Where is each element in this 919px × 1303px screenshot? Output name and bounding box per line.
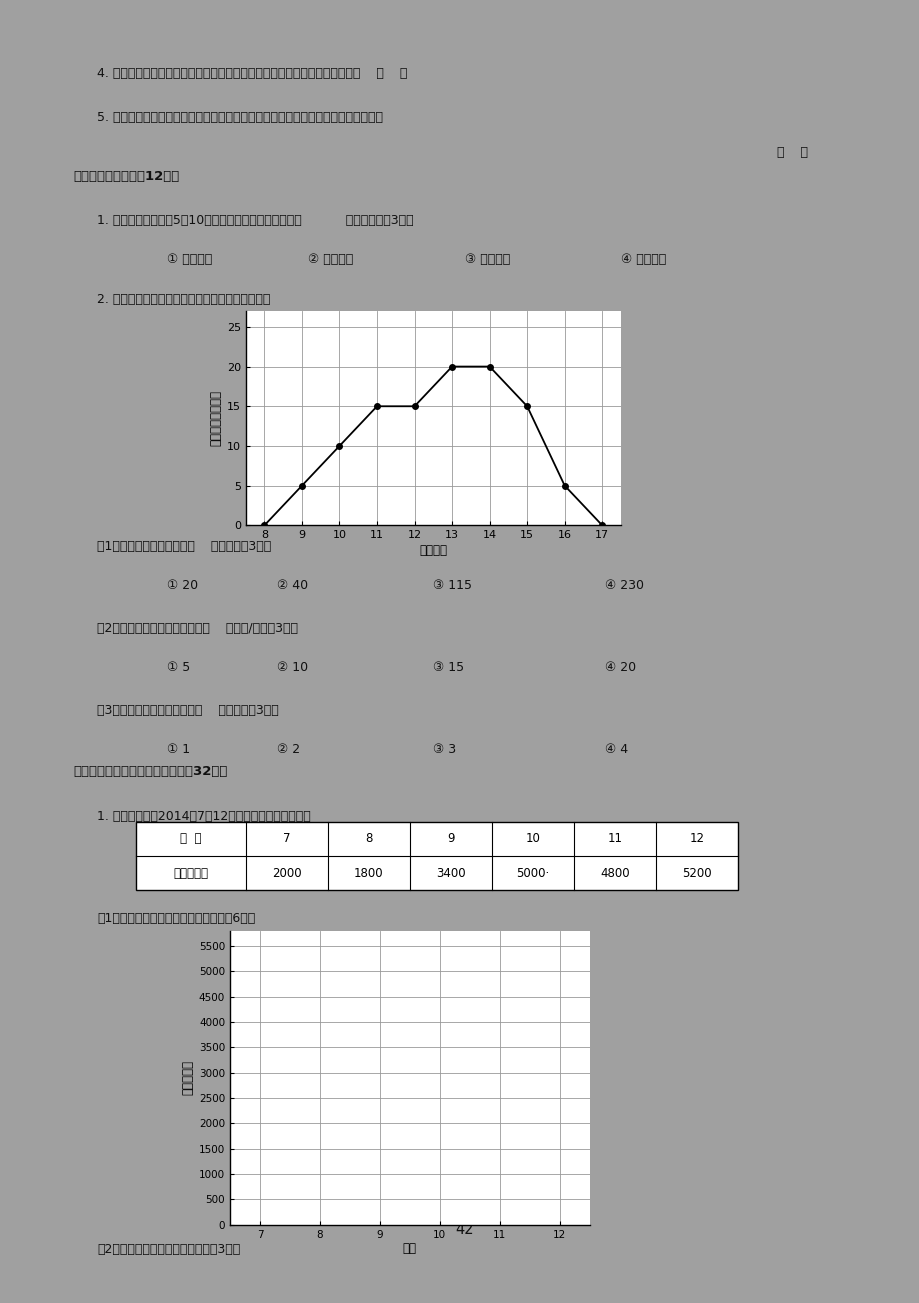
Text: 月  份: 月 份 — [180, 833, 201, 846]
Text: 3400: 3400 — [436, 866, 465, 880]
Text: 三、对号入座。（共12分）: 三、对号入座。（共12分） — [74, 171, 179, 184]
Text: ④ 复式折线: ④ 复式折线 — [620, 254, 665, 266]
Y-axis label: 离家的距离／千米: 离家的距离／千米 — [210, 390, 222, 446]
Text: 11: 11 — [607, 833, 622, 846]
Text: ④ 20: ④ 20 — [605, 662, 636, 674]
Text: ③ 15: ③ 15 — [433, 662, 464, 674]
Text: 42: 42 — [455, 1222, 473, 1237]
Text: 1800: 1800 — [354, 866, 383, 880]
Text: 5. 复式折线统计图不但可以表示数量的多少，还能比较出两个统计对象的变化情况。: 5. 复式折线统计图不但可以表示数量的多少，还能比较出两个统计对象的变化情况。 — [97, 111, 382, 124]
X-axis label: 月份: 月份 — [403, 1242, 416, 1255]
Text: ① 20: ① 20 — [167, 580, 199, 593]
Text: （2）乐乐返回时的平均速度是（    ）千米/时。（3分）: （2）乐乐返回时的平均速度是（ ）千米/时。（3分） — [97, 622, 298, 635]
Text: 四、操作并完成后面的问题。（共32分）: 四、操作并完成后面的问题。（共32分） — [74, 765, 228, 778]
Text: ③ 单式折线: ③ 单式折线 — [464, 254, 509, 266]
X-axis label: 时间／时: 时间／时 — [419, 545, 447, 558]
Text: ③ 3: ③ 3 — [433, 744, 456, 756]
Text: ② 10: ② 10 — [277, 662, 308, 674]
Text: 1. 星河电脑公司2014年7～12月电脑销售情况如下表：: 1. 星河电脑公司2014年7～12月电脑销售情况如下表： — [97, 809, 311, 822]
Text: 9: 9 — [447, 833, 454, 846]
Text: （1）乐乐在旅途中共走了（    ）千米。（3分）: （1）乐乐在旅途中共走了（ ）千米。（3分） — [97, 539, 271, 552]
Text: （2）平均每月售出多少台电脑？（3分）: （2）平均每月售出多少台电脑？（3分） — [97, 1243, 240, 1256]
Text: ③ 115: ③ 115 — [433, 580, 471, 593]
Text: 5200: 5200 — [682, 866, 711, 880]
Text: ② 2: ② 2 — [277, 744, 300, 756]
Text: ④ 4: ④ 4 — [605, 744, 628, 756]
Text: 销售量／台: 销售量／台 — [173, 866, 209, 880]
Text: ① 5: ① 5 — [167, 662, 190, 674]
Text: 4. 要比较南京和杭州两个城市的每月降水量，应该选择绘制单式折线统计图。    （    ）: 4. 要比较南京和杭州两个城市的每月降水量，应该选择绘制单式折线统计图。 （ ） — [97, 68, 407, 81]
Text: （3）乐乐旅途中一共休息了（    ）小时。（3分）: （3）乐乐旅途中一共休息了（ ）小时。（3分） — [97, 704, 278, 717]
Text: （1）根据表中数据制成折线统计图。（6分）: （1）根据表中数据制成折线统计图。（6分） — [97, 912, 255, 925]
Text: 4800: 4800 — [600, 866, 630, 880]
Text: （    ）: （ ） — [777, 146, 808, 159]
Text: 2. 下面是乐乐周日旅行途中离家距离情况统计图。: 2. 下面是乐乐周日旅行途中离家距离情况统计图。 — [97, 293, 270, 306]
Text: 12: 12 — [689, 833, 704, 846]
Text: 8: 8 — [365, 833, 372, 846]
Text: ② 40: ② 40 — [277, 580, 308, 593]
Text: ① 单式条形: ① 单式条形 — [167, 254, 212, 266]
Text: ① 1: ① 1 — [167, 744, 190, 756]
Text: 10: 10 — [525, 833, 539, 846]
Text: 5000·: 5000· — [516, 866, 549, 880]
Bar — [136, 822, 737, 890]
Text: ② 复式条形: ② 复式条形 — [308, 254, 353, 266]
Text: 2000: 2000 — [272, 866, 301, 880]
Text: ④ 230: ④ 230 — [605, 580, 643, 593]
Text: 1. 要比较芳芳和莉莉5～10岁的身高变化情况，应选用（           ）统计图。（3分）: 1. 要比较芳芳和莉莉5～10岁的身高变化情况，应选用（ ）统计图。（3分） — [97, 214, 414, 227]
Text: 7: 7 — [283, 833, 290, 846]
Y-axis label: 销售量／台: 销售量／台 — [182, 1061, 195, 1096]
